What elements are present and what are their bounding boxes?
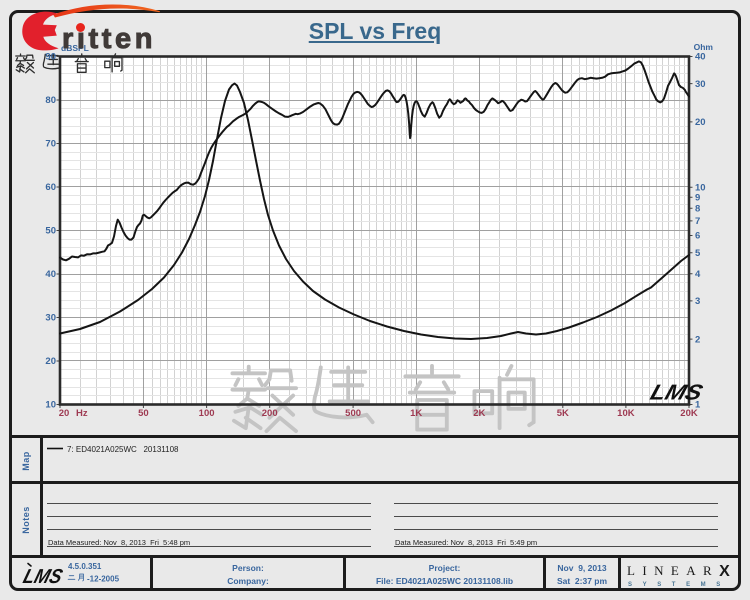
svg-text:rıtten: rıtten [62,23,156,55]
svg-text:dBSPL: dBSPL [61,43,89,53]
svg-text:50: 50 [138,408,149,419]
svg-text:Ohm: Ohm [694,42,714,52]
svg-text:500: 500 [345,408,361,419]
svg-text:Hz: Hz [76,408,88,419]
svg-text:9: 9 [695,192,700,203]
svg-text:20: 20 [695,117,706,128]
svg-text:30: 30 [45,313,56,324]
svg-text:80: 80 [45,95,56,106]
svg-text:20: 20 [45,356,56,367]
svg-text:4: 4 [695,269,701,280]
svg-text:10: 10 [45,400,56,411]
svg-text:50: 50 [45,226,56,237]
svg-text:90: 90 [45,52,56,63]
svg-text:10K: 10K [617,408,635,419]
svg-text:20K: 20K [680,408,698,419]
svg-text:7: 7 [695,216,700,227]
svg-text:1K: 1K [410,408,422,419]
svg-text:60: 60 [45,182,56,193]
svg-text:3: 3 [695,296,700,307]
svg-text:LMS: LMS [648,380,707,404]
svg-text:2: 2 [695,334,700,345]
svg-text:40: 40 [695,52,706,63]
svg-text:70: 70 [45,139,56,150]
svg-text:1: 1 [695,400,701,411]
svg-text:30: 30 [695,79,706,90]
svg-text:8: 8 [695,204,700,215]
svg-text:20: 20 [59,408,70,419]
svg-text:6: 6 [695,231,700,242]
svg-text:100: 100 [199,408,215,419]
svg-text:200: 200 [262,408,278,419]
svg-text:10: 10 [695,183,706,194]
svg-text:40: 40 [45,269,56,280]
svg-text:2K: 2K [473,408,485,419]
svg-text:5: 5 [695,248,701,259]
svg-text:5K: 5K [557,408,569,419]
